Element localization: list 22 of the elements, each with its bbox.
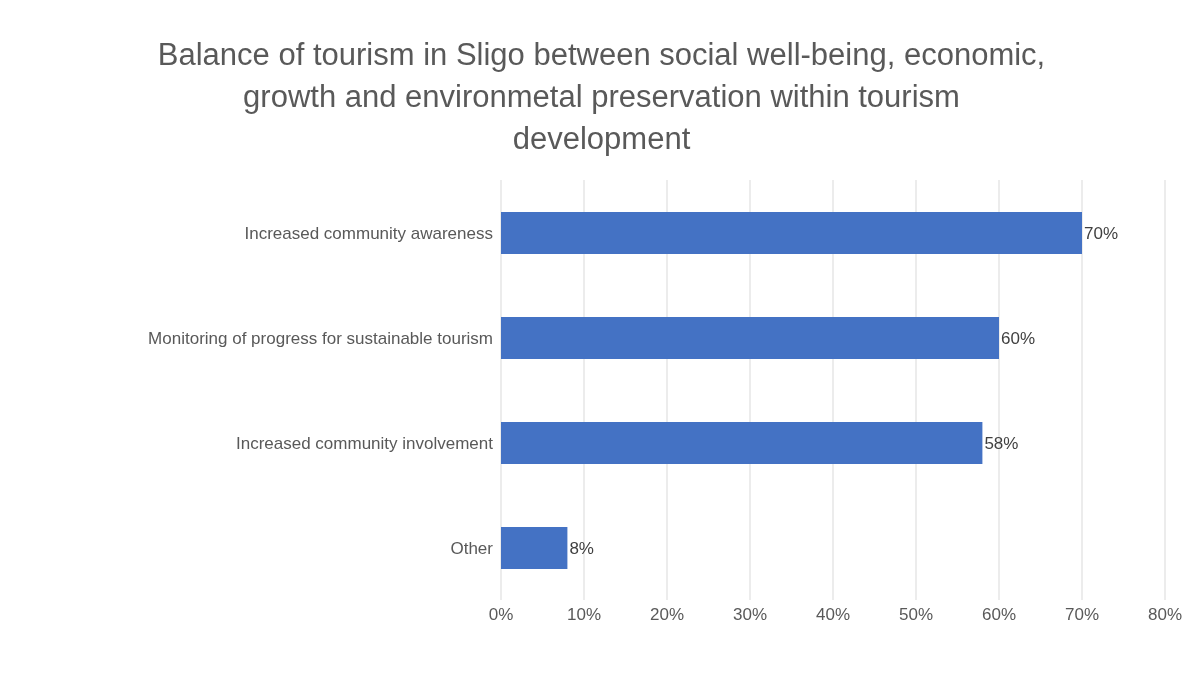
- bar: [501, 527, 568, 569]
- data-label: 60%: [1001, 329, 1036, 349]
- x-tick-label: 80%: [1147, 605, 1183, 625]
- bar: [501, 422, 983, 464]
- bar: [501, 212, 1082, 254]
- x-tick-label: 20%: [649, 605, 685, 625]
- x-tick-label: 50%: [898, 605, 934, 625]
- data-label: 8%: [569, 539, 594, 559]
- x-tick-label: 60%: [981, 605, 1017, 625]
- y-tick-label: Increased community involvement: [235, 433, 494, 453]
- bar: [501, 317, 999, 359]
- x-tick-label: 70%: [1064, 605, 1100, 625]
- y-tick-label: Other: [450, 538, 494, 558]
- x-tick-label: 40%: [815, 605, 851, 625]
- data-label: 58%: [984, 434, 1019, 454]
- chart-title: Balance of tourism in Sligo between social well-being, economic, growth and environmetal preservation within tourism development: [156, 36, 1047, 158]
- y-tick-label: Increased community awareness: [244, 223, 493, 243]
- y-tick-label: Monitoring of progress for sustainable tourism: [148, 328, 493, 348]
- x-tick-label: 30%: [732, 605, 768, 625]
- x-tick-label: 0%: [488, 605, 514, 625]
- x-tick-label: 10%: [566, 605, 602, 625]
- data-label: 70%: [1084, 224, 1119, 244]
